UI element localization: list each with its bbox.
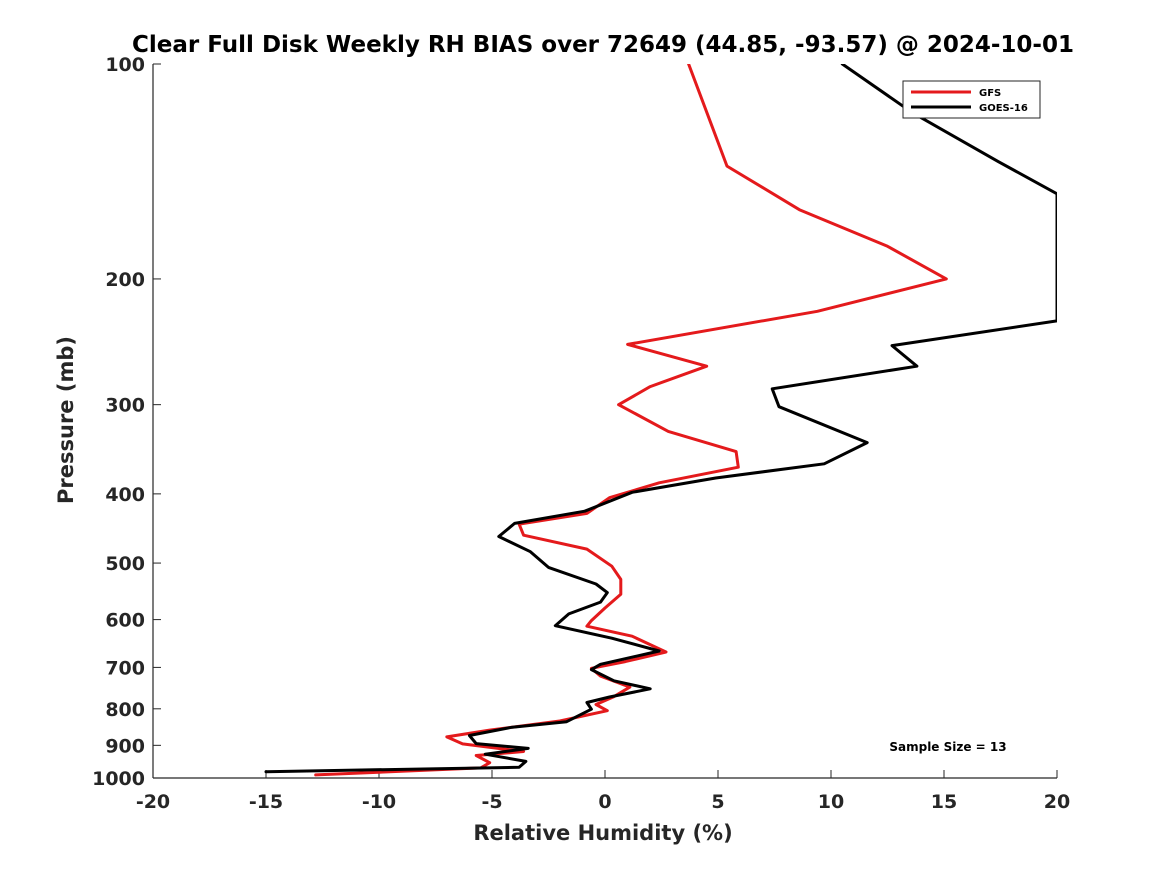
y-tick-label: 100 bbox=[105, 54, 145, 76]
legend: GFS GOES-16 bbox=[902, 80, 1041, 119]
x-tick-label: -15 bbox=[249, 791, 283, 813]
y-tick-label: 600 bbox=[105, 610, 145, 632]
y-tick-label: 500 bbox=[105, 553, 145, 575]
x-tick-label: -5 bbox=[481, 791, 502, 813]
sample-size-annotation: Sample Size = 13 bbox=[889, 740, 1006, 754]
x-tick-label: 10 bbox=[818, 791, 844, 813]
plot-area: -20 -15 -10 -5 0 5 10 15 20 100 200 300 400 500 600 700… bbox=[92, 54, 1070, 813]
legend-label-gfs: GFS bbox=[979, 88, 1001, 99]
x-tick-label: -10 bbox=[362, 791, 396, 813]
y-tick-label: 700 bbox=[105, 657, 145, 679]
x-tick-label: 20 bbox=[1044, 791, 1070, 813]
x-axis-label: Relative Humidity (%) bbox=[473, 821, 732, 845]
x-tick-label: -20 bbox=[136, 791, 170, 813]
x-tick-label: 0 bbox=[598, 791, 611, 813]
y-tick-label: 900 bbox=[105, 735, 145, 757]
series-line-goes-16 bbox=[264, 64, 1057, 774]
legend-label-goes-16: GOES-16 bbox=[979, 103, 1028, 114]
x-tick-label: 5 bbox=[711, 791, 724, 813]
y-tick-label: 200 bbox=[105, 269, 145, 291]
y-tick-label: 400 bbox=[105, 484, 145, 506]
y-tick-label: 300 bbox=[105, 395, 145, 417]
y-tick-label: 800 bbox=[105, 699, 145, 721]
y-tick-label: 1000 bbox=[92, 768, 145, 790]
series-line-gfs bbox=[314, 64, 948, 777]
y-axis-label: Pressure (mb) bbox=[54, 336, 78, 504]
x-tick-label: 15 bbox=[931, 791, 957, 813]
legend-box bbox=[902, 80, 1041, 119]
series-group bbox=[264, 64, 1057, 777]
chart-title: Clear Full Disk Weekly RH BIAS over 7264… bbox=[132, 32, 1074, 58]
